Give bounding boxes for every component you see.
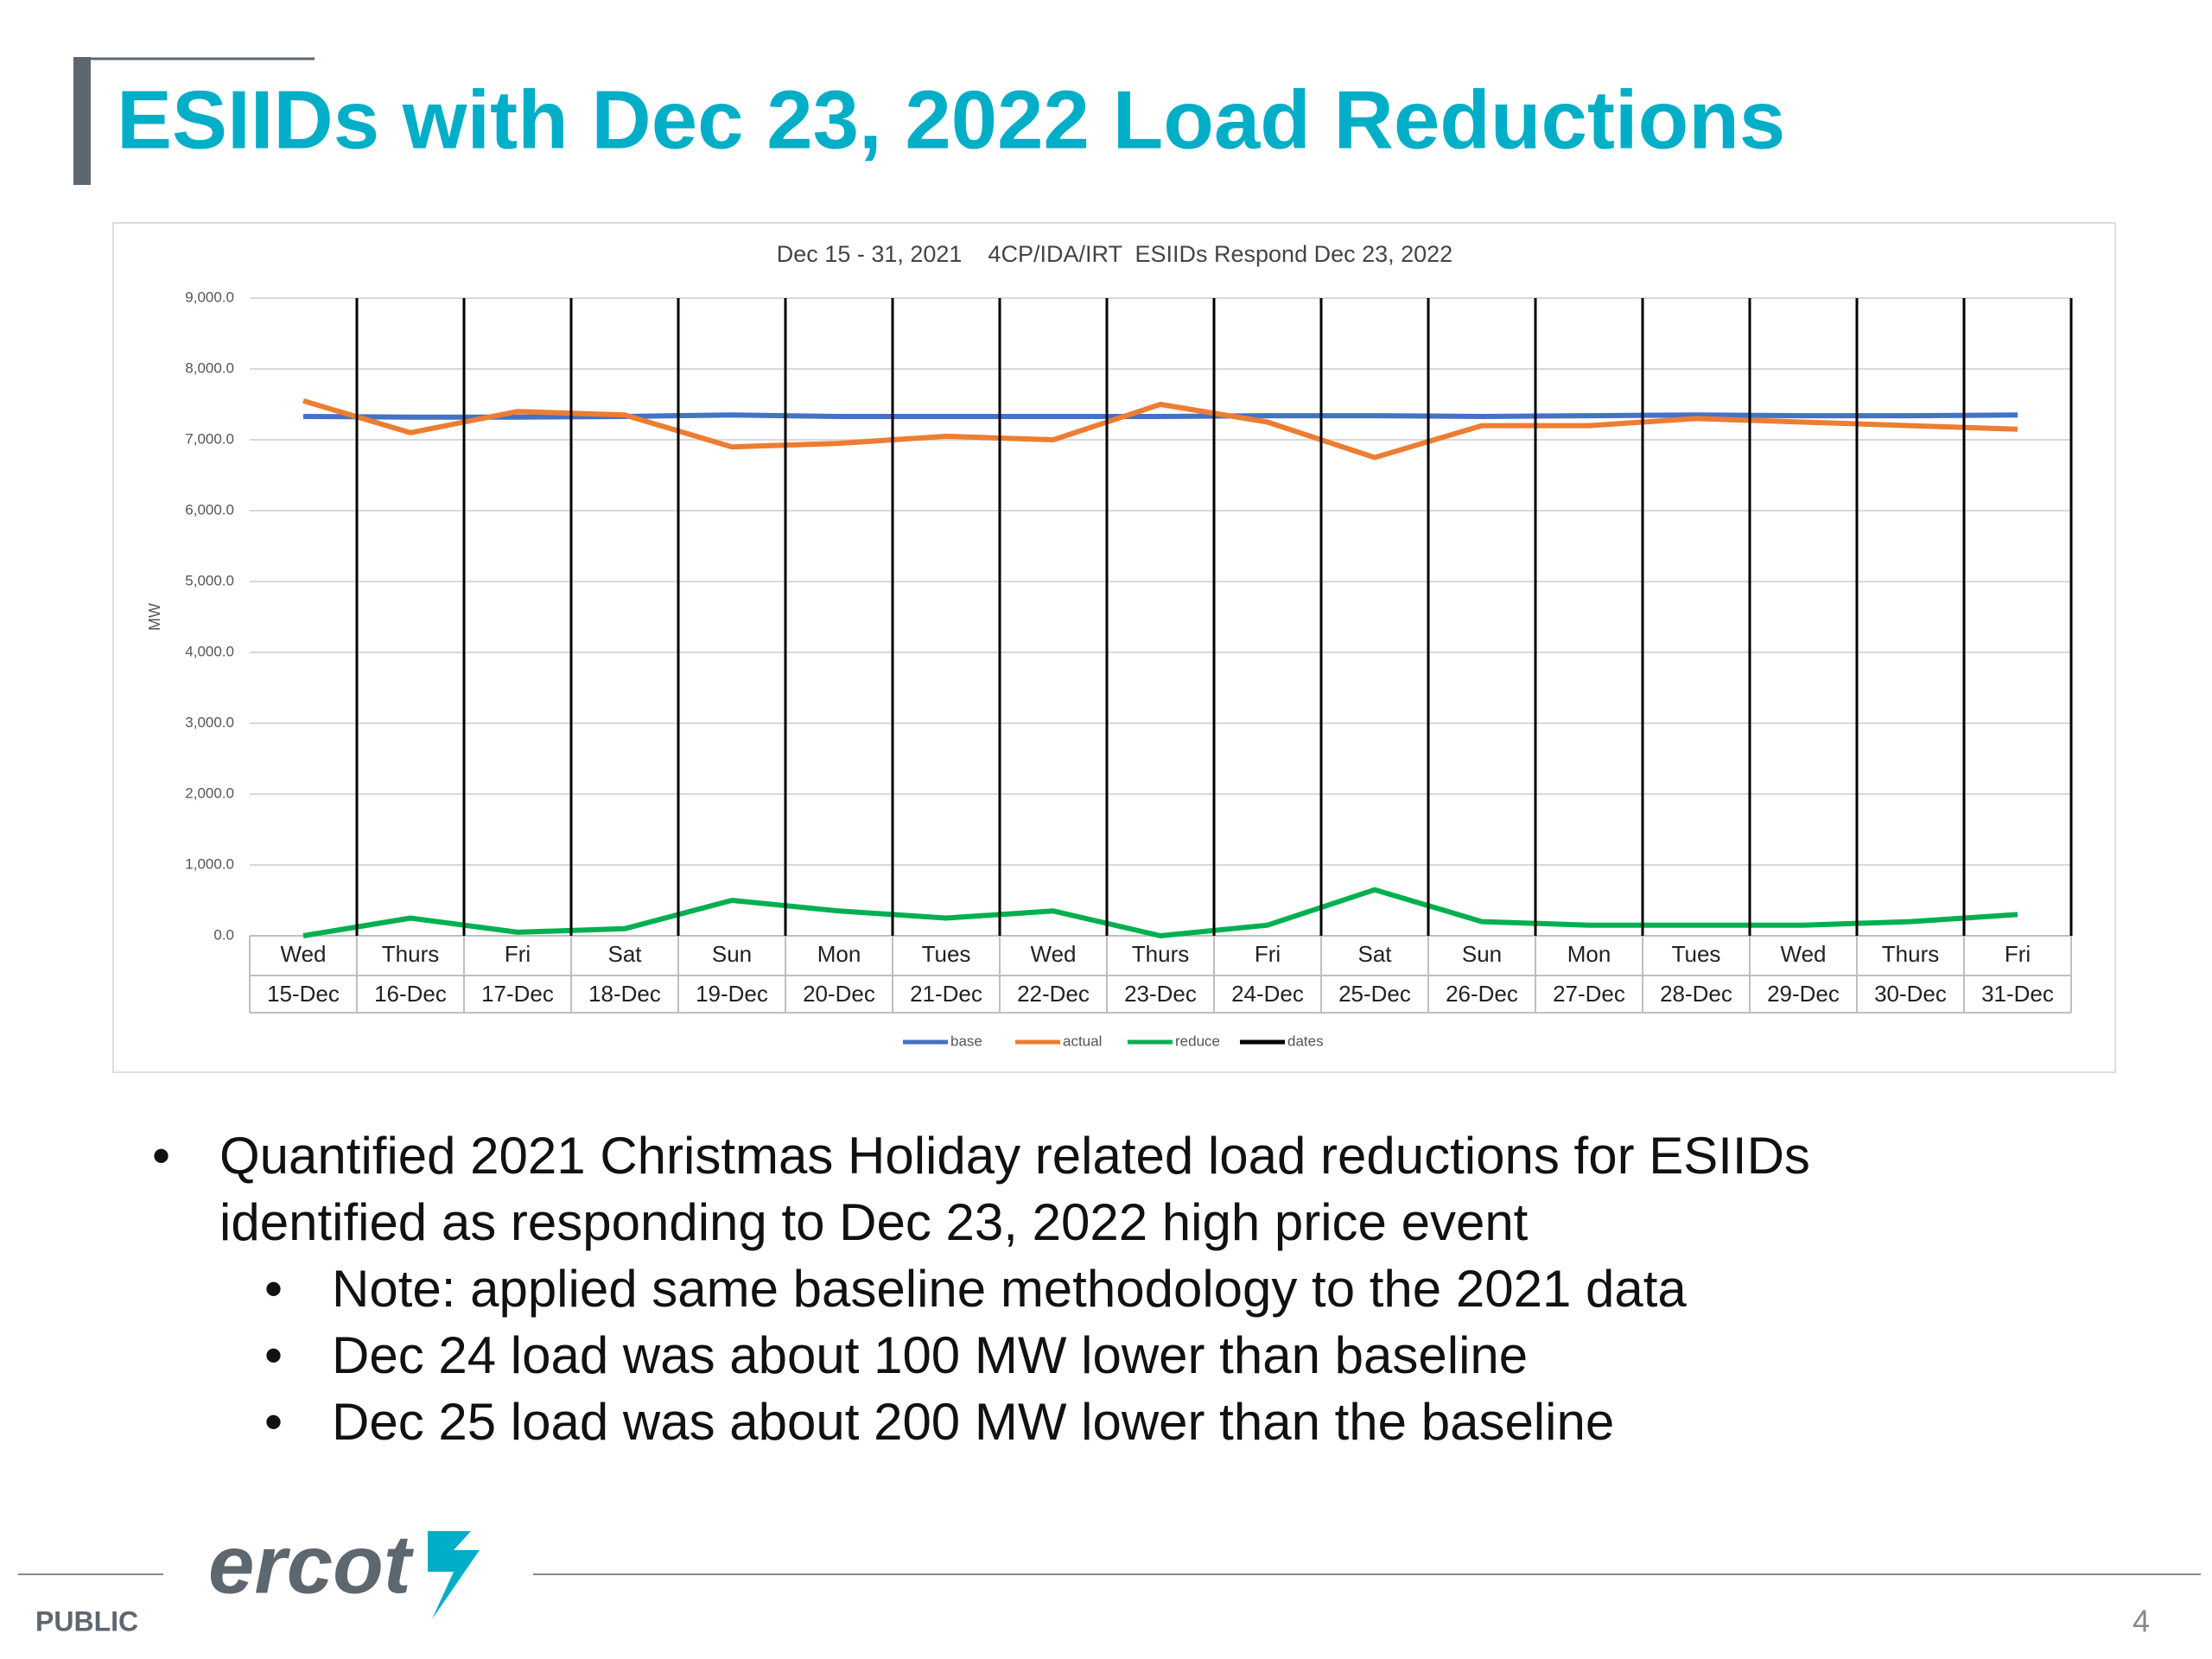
x-tick-label: Wed xyxy=(281,941,327,967)
x-tick-label: Wed xyxy=(1781,941,1827,967)
chart-frame xyxy=(112,222,2116,1073)
bullet-dot: • xyxy=(264,1326,283,1384)
x-tick-label: 18-Dec xyxy=(588,981,661,1007)
x-tick-label: Sun xyxy=(1462,941,1502,967)
x-tick-label: Sat xyxy=(607,941,642,967)
x-tick-label: 19-Dec xyxy=(696,981,768,1007)
y-tick-label: 5,000.0 xyxy=(185,572,234,588)
x-tick-label: Fri xyxy=(1255,941,1281,967)
legend-label: base xyxy=(950,1033,982,1049)
y-tick-label: 8,000.0 xyxy=(185,359,234,376)
x-tick-label: Wed xyxy=(1031,941,1077,967)
series-line xyxy=(302,412,2018,420)
x-tick-label: 15-Dec xyxy=(267,981,340,1007)
sub-bullet: Note: applied same baseline methodology … xyxy=(332,1260,1687,1318)
x-tick-label: Mon xyxy=(817,941,861,967)
y-tick-label: 4,000.0 xyxy=(185,643,234,659)
legend-label: dates xyxy=(1287,1033,1324,1049)
x-tick-label: 21-Dec xyxy=(910,981,982,1007)
x-tick-label: Fri xyxy=(2005,941,2031,967)
x-tick-label: 24-Dec xyxy=(1231,981,1304,1007)
x-tick-label: 22-Dec xyxy=(1017,981,1090,1007)
x-tick-label: 28-Dec xyxy=(1660,981,1732,1007)
slide-title: ESIIDs with Dec 23, 2022 Load Reductions xyxy=(117,73,1785,166)
y-tick-label: 0.0 xyxy=(213,926,234,943)
y-tick-label: 7,000.0 xyxy=(185,430,234,447)
sub-bullet: Dec 25 load was about 200 MW lower than … xyxy=(332,1393,1615,1451)
footer-label: PUBLIC xyxy=(35,1605,138,1637)
x-tick-label: 29-Dec xyxy=(1767,981,1840,1007)
x-tick-label: 20-Dec xyxy=(803,981,875,1007)
x-tick-label: 23-Dec xyxy=(1124,981,1197,1007)
x-tick-label: 26-Dec xyxy=(1446,981,1518,1007)
x-tick-label: Thurs xyxy=(382,941,439,967)
series-line xyxy=(302,887,2018,938)
x-tick-label: 30-Dec xyxy=(1874,981,1947,1007)
y-tick-label: 2,000.0 xyxy=(185,785,234,801)
bullet-dot: • xyxy=(152,1127,171,1185)
logo: ercot xyxy=(208,1518,415,1611)
bullet: Quantified 2021 Christmas Holiday relate… xyxy=(219,1127,1810,1251)
x-tick-label: Fri xyxy=(505,941,531,967)
bullet-dot: • xyxy=(264,1393,283,1451)
x-tick-label: Tues xyxy=(922,941,971,967)
x-tick-label: 16-Dec xyxy=(374,981,447,1007)
y-tick-label: 3,000.0 xyxy=(185,714,234,730)
x-tick-label: 25-Dec xyxy=(1338,981,1411,1007)
x-tick-label: 31-Dec xyxy=(1981,981,2054,1007)
x-tick-label: Sun xyxy=(712,941,752,967)
logo-mark xyxy=(428,1531,480,1619)
y-tick-label: 9,000.0 xyxy=(185,289,234,305)
page-number: 4 xyxy=(2133,1604,2150,1639)
legend-label: actual xyxy=(1063,1033,1102,1049)
x-tick-label: Thurs xyxy=(1132,941,1189,967)
y-tick-label: 6,000.0 xyxy=(185,501,234,518)
x-tick-label: Tues xyxy=(1672,941,1721,967)
x-tick-label: 27-Dec xyxy=(1553,981,1625,1007)
x-tick-label: Mon xyxy=(1567,941,1611,967)
x-tick-label: Sat xyxy=(1357,941,1392,967)
series-line xyxy=(302,398,2018,461)
y-tick-label: 1,000.0 xyxy=(185,855,234,872)
x-tick-label: Thurs xyxy=(1882,941,1939,967)
x-tick-label: 17-Dec xyxy=(481,981,554,1007)
legend-label: reduce xyxy=(1175,1033,1220,1049)
y-axis-label: MW xyxy=(146,603,163,631)
bullet-dot: • xyxy=(264,1260,283,1318)
title-bar xyxy=(73,57,91,185)
sub-bullet: Dec 24 load was about 100 MW lower than … xyxy=(332,1326,1529,1384)
chart-title: Dec 15 - 31, 2021 4CP/IDA/IRT ESIIDs Res… xyxy=(777,241,1452,267)
